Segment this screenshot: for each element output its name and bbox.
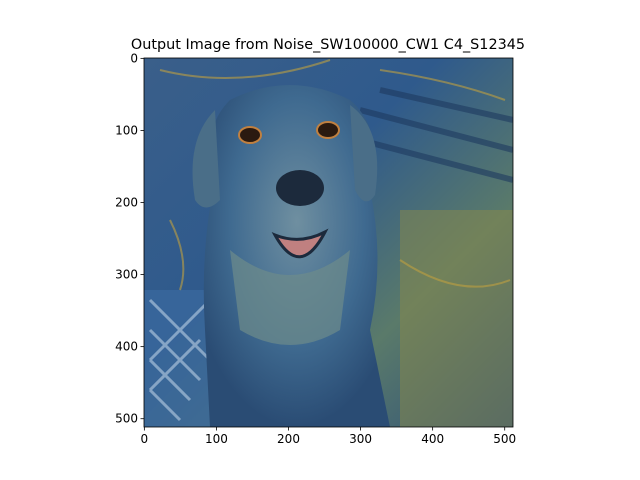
y-tick-label: 100 [115, 123, 138, 137]
x-tick-label: 500 [493, 432, 516, 446]
x-tick-label: 400 [421, 432, 444, 446]
y-tick-label: 400 [115, 340, 138, 354]
y-tick-label: 0 [130, 51, 138, 65]
y-tick-label: 500 [115, 412, 138, 426]
y-tick-label: 300 [115, 268, 138, 282]
chart-title: Output Image from Noise_SW100000_CW1 C4_… [131, 37, 525, 53]
axes-frame [143, 57, 514, 428]
x-tick-label: 0 [141, 432, 149, 446]
x-tick-label: 100 [205, 432, 228, 446]
image [144, 58, 513, 427]
x-tick-label: 200 [277, 432, 300, 446]
x-tick-label: 300 [349, 432, 372, 446]
y-tick-label: 200 [115, 196, 138, 210]
